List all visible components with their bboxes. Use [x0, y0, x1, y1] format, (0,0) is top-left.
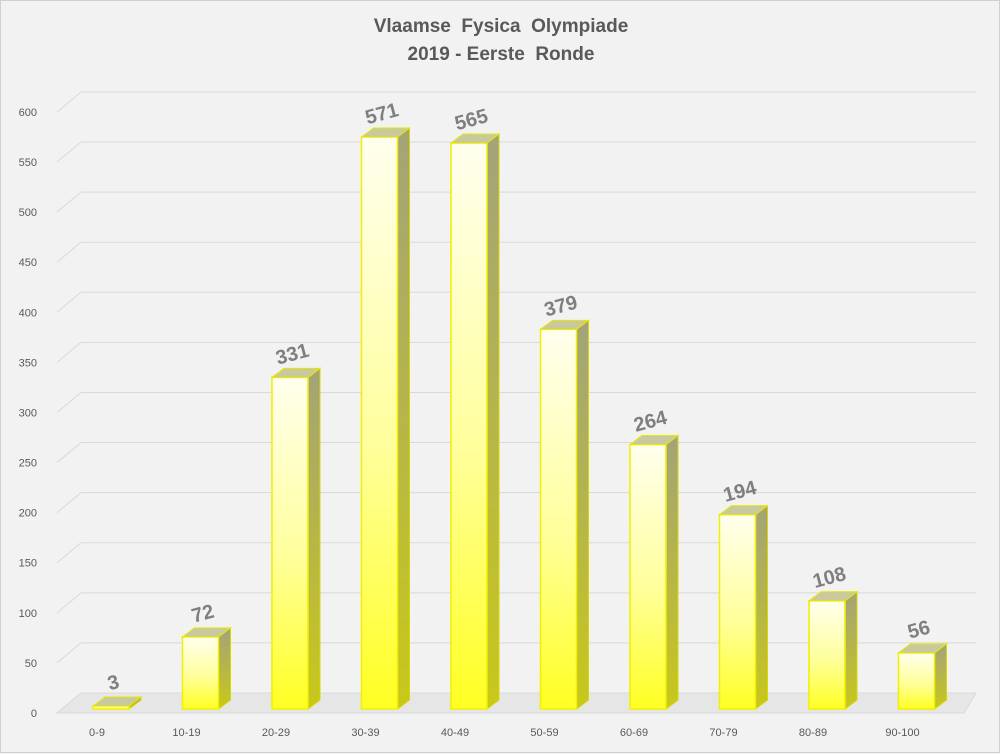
gridline-side — [56, 492, 82, 514]
chart-title: Vlaamse Fysica Olympiade — [373, 16, 629, 37]
gridline-side — [56, 642, 82, 664]
value-label: 331 — [273, 340, 311, 370]
y-tick-label: 250 — [19, 458, 37, 470]
bar — [91, 695, 143, 710]
bar-top — [270, 367, 322, 378]
bar — [717, 504, 770, 710]
value-label: 379 — [542, 292, 580, 322]
gridline-side — [56, 442, 82, 463]
bar-front — [897, 652, 936, 710]
y-tick-label: 150 — [19, 558, 37, 570]
bar-front — [539, 328, 578, 710]
bar-front — [271, 376, 309, 710]
bar — [449, 133, 501, 710]
x-tick-label: 50-59 — [530, 727, 558, 739]
gridline-side — [56, 291, 82, 313]
value-label: 108 — [810, 563, 848, 593]
gridline-side — [56, 91, 82, 113]
x-axis-ticks: 0-9 10-19 20-29 30-39 40-49 50-59 60-69 70-79 80… — [89, 727, 920, 739]
bar — [270, 367, 322, 710]
chart-title-block: Vlaamse Fysica Olympiade 2019 - Eerste R… — [1, 13, 1000, 69]
bar-side — [397, 127, 410, 710]
x-tick-label: 70-79 — [709, 727, 737, 739]
value-label: 264 — [631, 407, 670, 437]
y-tick-label: 0 — [31, 708, 37, 720]
y-tick-label: 450 — [19, 257, 37, 269]
value-label: 194 — [721, 477, 760, 507]
value-label: 571 — [363, 99, 401, 129]
gridline-side — [56, 141, 82, 163]
bar-side — [307, 367, 321, 710]
gridline-side — [56, 542, 82, 564]
bar-top — [897, 643, 948, 654]
x-tick-label: 60-69 — [620, 727, 648, 739]
y-axis-ticks: 0 50 100 150 200 250 300 350 400 450 500 550 600 — [19, 107, 37, 720]
bar-side — [576, 319, 589, 710]
gridline-side — [56, 342, 82, 363]
y-tick-label: 50 — [25, 658, 37, 670]
y-tick-label: 350 — [19, 357, 37, 369]
y-tick-label: 100 — [19, 608, 37, 620]
gridline-side — [56, 241, 82, 263]
gridline-side — [56, 191, 82, 213]
x-tick-label: 80-89 — [799, 727, 827, 739]
y-tick-label: 550 — [19, 157, 37, 169]
bar-top — [181, 627, 232, 638]
x-tick-label: 20-29 — [262, 727, 290, 739]
bar — [628, 434, 680, 710]
x-tick-label: 40-49 — [441, 727, 469, 739]
bar-front — [808, 600, 846, 710]
gridline-side — [56, 392, 82, 413]
bar-front — [360, 136, 399, 710]
x-tick-label: 90-100 — [885, 727, 919, 739]
y-tick-label: 300 — [19, 407, 37, 419]
x-tick-label: 0-9 — [89, 727, 105, 739]
bar-front — [181, 636, 220, 710]
bar — [181, 626, 232, 710]
y-tick-label: 400 — [19, 307, 37, 319]
bars — [91, 127, 948, 710]
bar-top — [717, 505, 770, 516]
bar — [897, 642, 948, 710]
value-label: 565 — [452, 105, 490, 135]
value-label: 72 — [189, 601, 216, 628]
bar-top — [628, 435, 680, 446]
bar-side — [486, 133, 500, 710]
bar-top — [449, 133, 501, 144]
gridline-side — [56, 592, 82, 614]
bar-top — [539, 319, 590, 330]
value-label: 3 — [105, 671, 121, 695]
y-tick-label: 500 — [19, 207, 37, 219]
bar-top — [360, 127, 411, 138]
chart-subtitle: 2019 - Eerste Ronde — [407, 44, 595, 65]
bar-front — [450, 142, 488, 710]
bar-front — [629, 443, 667, 710]
bar-front — [718, 513, 757, 710]
x-tick-label: 10-19 — [172, 727, 200, 739]
bar-side — [665, 434, 679, 710]
bar-side — [218, 626, 231, 710]
bar-top — [91, 696, 143, 707]
y-tick-label: 200 — [19, 508, 37, 520]
bar-side — [755, 504, 768, 710]
y-tick-label: 600 — [19, 107, 37, 119]
bar — [360, 127, 411, 710]
bar — [539, 319, 590, 710]
x-tick-label: 30-39 — [351, 727, 379, 739]
value-label: 56 — [905, 617, 932, 644]
bar-side — [844, 590, 858, 710]
bar — [807, 590, 859, 710]
bar-top — [807, 591, 859, 602]
bar-side — [934, 642, 947, 710]
